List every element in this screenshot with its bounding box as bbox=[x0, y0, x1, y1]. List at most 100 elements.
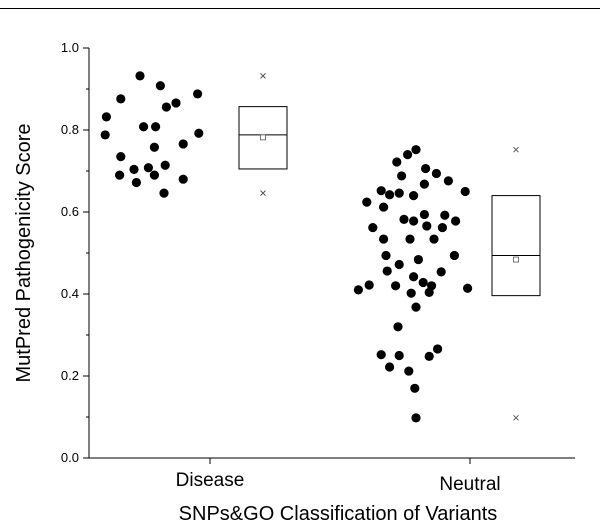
data-point bbox=[421, 163, 431, 174]
box-min-marker bbox=[513, 414, 519, 421]
box-mean-marker bbox=[513, 256, 519, 263]
box-max-marker bbox=[513, 146, 519, 153]
data-point bbox=[409, 272, 419, 282]
data-point bbox=[431, 168, 441, 179]
data-point bbox=[376, 186, 386, 196]
data-point bbox=[411, 413, 421, 423]
data-point bbox=[419, 179, 429, 189]
data-point bbox=[155, 81, 165, 91]
y-tick-label: 0.8 bbox=[61, 122, 79, 137]
data-point bbox=[411, 302, 421, 312]
data-point bbox=[149, 142, 159, 152]
data-point bbox=[368, 222, 378, 233]
data-point bbox=[100, 130, 110, 140]
data-point bbox=[376, 350, 386, 360]
data-point bbox=[399, 214, 409, 224]
y-tick-label: 0.4 bbox=[61, 286, 79, 301]
axis-frame bbox=[88, 48, 575, 459]
data-point bbox=[394, 259, 404, 270]
data-point bbox=[135, 71, 145, 81]
data-point bbox=[392, 157, 402, 167]
data-point bbox=[193, 89, 203, 99]
data-point bbox=[382, 266, 392, 276]
data-point bbox=[418, 277, 428, 288]
data-point bbox=[101, 112, 111, 122]
data-point bbox=[404, 366, 414, 376]
box-max-marker bbox=[260, 73, 266, 79]
data-point bbox=[409, 216, 419, 226]
data-point bbox=[403, 150, 413, 160]
y-axis-title: MutPred Pathogenicity Score bbox=[13, 123, 35, 382]
data-point bbox=[419, 209, 429, 220]
box-min-marker bbox=[260, 190, 266, 196]
data-point bbox=[116, 94, 126, 104]
data-point bbox=[178, 139, 188, 149]
data-point bbox=[410, 383, 420, 393]
data-point bbox=[449, 250, 459, 261]
x-axis-ticks: Disease Neutral bbox=[176, 458, 501, 495]
data-point bbox=[129, 164, 139, 174]
x-category-label: Neutral bbox=[439, 474, 500, 495]
data-point bbox=[151, 122, 161, 132]
top-rule bbox=[0, 8, 600, 9]
data-point bbox=[353, 285, 363, 295]
data-point bbox=[362, 197, 372, 207]
data-point bbox=[115, 170, 125, 180]
data-point bbox=[463, 283, 473, 293]
data-point bbox=[406, 288, 416, 298]
data-point bbox=[429, 234, 439, 244]
data-point bbox=[379, 234, 389, 244]
data-point bbox=[161, 102, 171, 112]
box-iqr bbox=[491, 195, 541, 297]
y-tick-label: 0.6 bbox=[61, 204, 79, 219]
y-tick-label: 1.0 bbox=[61, 40, 79, 55]
data-point bbox=[379, 202, 389, 212]
data-point bbox=[394, 350, 404, 361]
data-point bbox=[143, 163, 153, 173]
data-point bbox=[194, 128, 204, 138]
data-point bbox=[131, 177, 141, 188]
data-point bbox=[385, 190, 395, 200]
data-point bbox=[116, 152, 126, 162]
data-point bbox=[413, 254, 423, 265]
data-point bbox=[397, 171, 407, 181]
data-point bbox=[440, 210, 450, 220]
data-point bbox=[385, 362, 395, 372]
data-point bbox=[422, 221, 432, 231]
data-point bbox=[178, 174, 188, 184]
data-point bbox=[424, 287, 434, 297]
data-point bbox=[460, 186, 470, 197]
series-disease bbox=[100, 71, 204, 198]
data-point bbox=[443, 176, 453, 186]
data-point bbox=[149, 170, 159, 180]
data-point bbox=[436, 267, 446, 277]
data-point bbox=[409, 191, 419, 201]
data-point bbox=[160, 160, 170, 170]
data-point bbox=[364, 280, 374, 290]
box-iqr bbox=[238, 106, 288, 170]
data-point bbox=[437, 222, 447, 233]
y-axis-ticks: 0.0 0.2 0.4 0.6 0.8 1.0 bbox=[61, 40, 89, 465]
data-point bbox=[391, 281, 401, 291]
box-plot-disease bbox=[238, 73, 288, 196]
box-mean-marker bbox=[260, 134, 266, 141]
x-category-label: Disease bbox=[176, 470, 245, 491]
data-point bbox=[433, 344, 443, 354]
series-neutral bbox=[353, 145, 473, 423]
data-point bbox=[411, 145, 421, 155]
data-point bbox=[171, 98, 181, 108]
data-point bbox=[393, 322, 403, 332]
data-point bbox=[159, 188, 169, 198]
box-plot-neutral bbox=[491, 146, 541, 421]
data-point bbox=[381, 250, 391, 261]
plot-area bbox=[100, 71, 541, 423]
data-point bbox=[394, 188, 404, 198]
x-axis-title: SNPs&GO Classification of Variants bbox=[179, 503, 498, 525]
data-point bbox=[139, 122, 149, 132]
data-point bbox=[405, 234, 415, 244]
data-point bbox=[424, 351, 434, 361]
data-point bbox=[451, 216, 461, 226]
y-tick-label: 0.2 bbox=[61, 368, 79, 383]
y-tick-label: 0.0 bbox=[61, 450, 79, 465]
